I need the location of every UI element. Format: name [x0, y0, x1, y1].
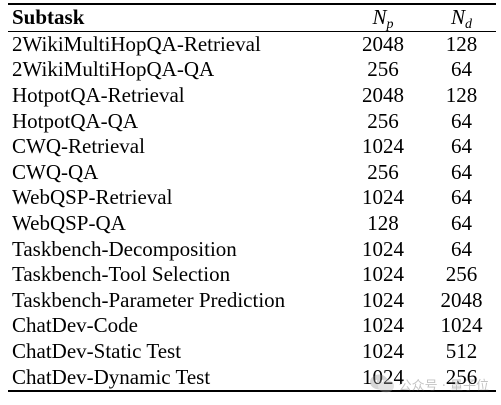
cell-np: 2048 [362, 83, 404, 108]
cell-nd: 64 [451, 57, 472, 82]
table-body: 2WikiMultiHopQA-Retrieval 2048 128 2Wiki… [8, 31, 496, 391]
cell-subtask: 2WikiMultiHopQA-QA [12, 57, 215, 82]
cell-subtask: ChatDev-Static Test [12, 339, 182, 364]
cell-subtask: 2WikiMultiHopQA-Retrieval [12, 31, 261, 56]
cell-subtask: HotpotQA-QA [12, 108, 138, 133]
cell-np: 256 [367, 108, 399, 133]
cell-subtask: Taskbench-Parameter Prediction [12, 287, 286, 312]
cell-subtask: WebQSP-QA [12, 211, 126, 236]
header-np: Np [339, 4, 427, 33]
cell-nd: 128 [445, 83, 478, 108]
cell-nd: 64 [451, 134, 472, 159]
table-row: ChatDev-Code 1024 1024 [8, 313, 496, 339]
cell-subtask: CWQ-QA [12, 159, 99, 184]
table-row: CWQ-Retrieval 1024 64 [8, 134, 496, 160]
cell-np: 1024 [362, 313, 404, 338]
cell-nd: 512 [445, 339, 478, 364]
cell-subtask: Taskbench-Tool Selection [12, 262, 231, 287]
table-row: HotpotQA-Retrieval 2048 128 [8, 83, 496, 109]
cell-nd: 256 [445, 262, 478, 287]
cell-subtask: ChatDev-Code [12, 313, 138, 338]
cell-subtask: WebQSP-Retrieval [12, 185, 173, 210]
header-subtask: Subtask [12, 5, 85, 30]
cell-np: 128 [367, 211, 399, 236]
table-row: ChatDev-Static Test 1024 512 [8, 339, 496, 365]
cell-np: 1024 [362, 236, 404, 261]
cell-np: 1024 [362, 364, 404, 389]
cell-subtask: HotpotQA-Retrieval [12, 83, 185, 108]
cell-nd: 2048 [440, 287, 483, 312]
cell-subtask: CWQ-Retrieval [12, 134, 145, 159]
cell-nd: 64 [451, 211, 472, 236]
table-row: WebQSP-Retrieval 1024 64 [8, 185, 496, 211]
cell-subtask: Taskbench-Decomposition [12, 236, 237, 261]
cell-np: 1024 [362, 262, 404, 287]
cell-nd: 1024 [440, 313, 483, 338]
cell-nd: 64 [451, 236, 472, 261]
table-row: WebQSP-QA 128 64 [8, 211, 496, 237]
cell-np: 2048 [362, 31, 404, 56]
cell-np: 1024 [362, 339, 404, 364]
table-row: 2WikiMultiHopQA-QA 256 64 [8, 57, 496, 83]
header-nd: Nd [427, 4, 496, 33]
table-row: HotpotQA-QA 256 64 [8, 108, 496, 134]
header-np-base: N [372, 5, 387, 30]
cell-np: 256 [367, 57, 399, 82]
cell-np: 1024 [362, 134, 404, 159]
header-row: Subtask Np Nd [8, 4, 496, 33]
table-row: 2WikiMultiHopQA-Retrieval 2048 128 [8, 31, 496, 57]
cell-nd: 256 [445, 364, 478, 389]
table-row: Taskbench-Decomposition 1024 64 [8, 236, 496, 262]
table-header: Subtask Np Nd [8, 4, 496, 33]
table-row: Taskbench-Tool Selection 1024 256 [8, 262, 496, 288]
cell-subtask: ChatDev-Dynamic Test [12, 364, 211, 389]
cell-np: 1024 [362, 185, 404, 210]
header-np-sub: p [386, 17, 394, 33]
subtask-table: Subtask Np Nd 2WikiMultiHopQA-Retrieval … [8, 3, 496, 392]
table-row: CWQ-QA 256 64 [8, 160, 496, 186]
cell-np: 1024 [362, 287, 404, 312]
table-row: Taskbench-Parameter Prediction 1024 2048 [8, 288, 496, 314]
cell-nd: 64 [451, 159, 472, 184]
cell-nd: 64 [451, 185, 472, 210]
header-nd-base: N [450, 5, 465, 30]
cell-nd: 64 [451, 108, 472, 133]
header-nd-sub: d [465, 17, 472, 33]
cell-np: 256 [367, 159, 399, 184]
table-row: ChatDev-Dynamic Test 1024 256 [8, 364, 496, 391]
cell-nd: 128 [445, 31, 478, 56]
